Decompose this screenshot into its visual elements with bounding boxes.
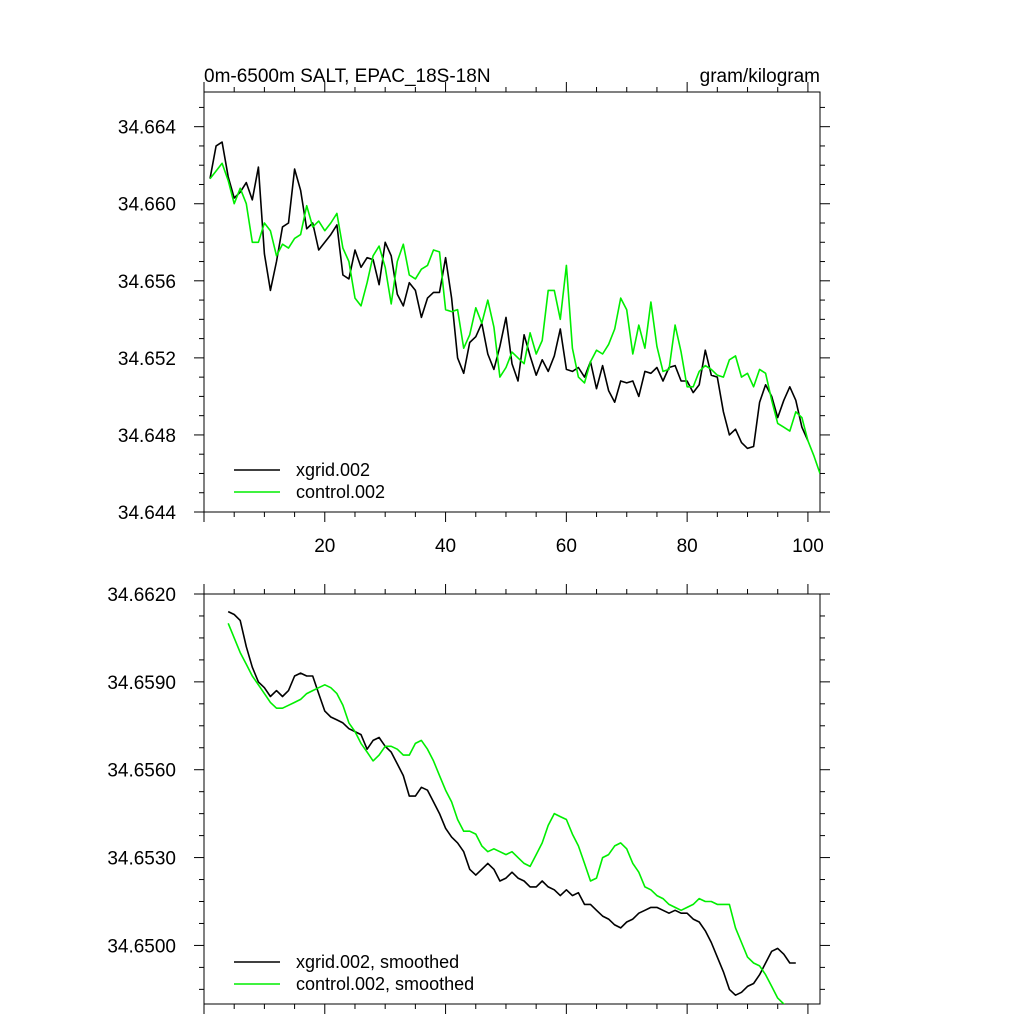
y-tick-label: 34.656 <box>118 272 176 293</box>
legend-label: control.002, smoothed <box>296 974 474 994</box>
y-tick-label: 34.6560 <box>107 761 176 782</box>
plot-frame <box>203 593 821 1005</box>
bottom-panel: 34.6500 34.6530 34.6560 34.6590 34.6620 xgrid… <box>107 584 830 1014</box>
y-tick-label: 34.648 <box>118 426 176 447</box>
y-tick-label: 34.6590 <box>107 673 176 694</box>
y-tick-label: 34.652 <box>118 349 176 370</box>
units-label: gram/kilogram <box>700 66 820 87</box>
plot-frame <box>203 91 821 513</box>
x-tick-label: 100 <box>792 536 824 557</box>
y-tick-label: 34.6620 <box>107 585 176 606</box>
legend-label: xgrid.002 <box>296 460 370 480</box>
y-tick-label: 34.664 <box>118 118 177 139</box>
series-line-control <box>227 622 785 1004</box>
y-tick-label: 34.644 <box>118 503 177 524</box>
x-tick-label: 80 <box>677 536 698 557</box>
x-tick-label: 60 <box>556 536 577 557</box>
series-line-xgrid <box>209 141 809 450</box>
y-tick-label: 34.6530 <box>107 849 176 870</box>
x-tick-label: 40 <box>435 536 456 557</box>
chart-title: 0m-6500m SALT, EPAC_18S-18N <box>204 66 491 87</box>
y-tick-label: 34.660 <box>118 195 176 216</box>
y-tick-label: 34.6500 <box>107 936 176 957</box>
top-panel: 20 40 60 80 100 34.644 34.648 34.652 34.656 34.66… <box>118 82 830 557</box>
series-line-control <box>209 162 820 474</box>
series-line-xgrid <box>227 610 796 997</box>
x-tick-label: 20 <box>314 536 335 557</box>
legend-label: xgrid.002, smoothed <box>296 952 459 972</box>
legend-label: control.002 <box>296 482 385 502</box>
